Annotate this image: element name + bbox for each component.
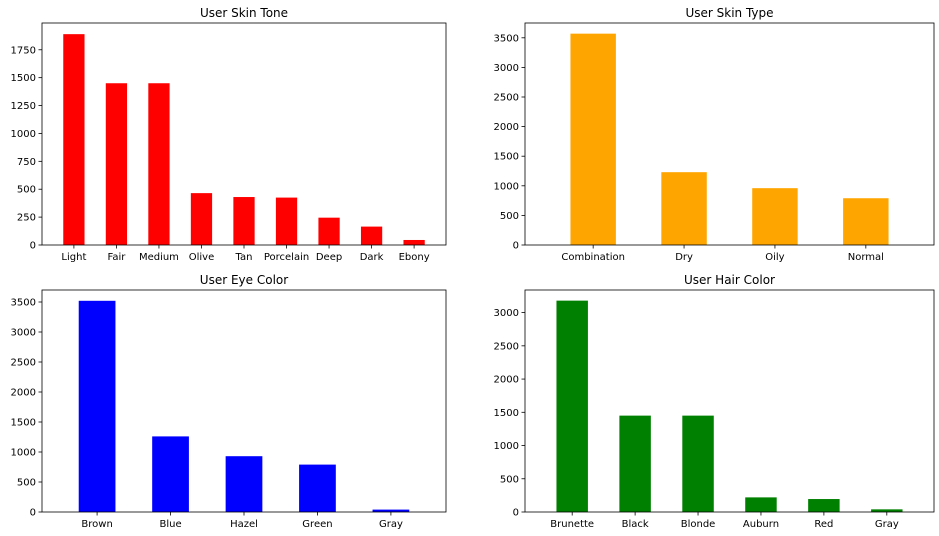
bar xyxy=(225,456,263,512)
y-tick-label: 750 xyxy=(17,157,36,168)
x-tick-label: Fair xyxy=(107,252,126,263)
chart-panel: User Hair Color Brunette Black Blonde Auburn… xyxy=(494,273,935,530)
chart-panel: User Skin Type Combination Dry Oily Normal 0 5… xyxy=(494,6,935,263)
y-tick-label: 3000 xyxy=(494,63,519,74)
x-tick-label: Oily xyxy=(765,252,784,263)
x-tick-label: Light xyxy=(61,252,86,263)
y-tick-label: 0 xyxy=(513,508,519,519)
axes-frame xyxy=(41,289,447,513)
y-tick-label: 0 xyxy=(513,241,519,252)
y-tick-label: 2500 xyxy=(11,358,36,369)
bar xyxy=(78,300,116,512)
x-tick-label: Dry xyxy=(675,252,693,263)
x-tick-label: Blue xyxy=(159,519,181,530)
bar xyxy=(745,497,777,512)
x-tick-label: Combination xyxy=(561,252,625,263)
bar xyxy=(682,415,714,512)
x-tick-label: Gray xyxy=(875,519,899,530)
y-tick-label: 250 xyxy=(17,213,36,224)
y-tick-label: 1500 xyxy=(11,418,36,429)
chart-title: User Skin Type xyxy=(685,6,773,20)
x-tick-label: Red xyxy=(814,519,833,530)
axes-frame xyxy=(524,289,935,513)
x-tick-label: Ebony xyxy=(399,252,430,263)
y-tick-label: 2500 xyxy=(494,93,519,104)
bar xyxy=(318,217,340,245)
y-tick-label: 3000 xyxy=(11,328,36,339)
bar xyxy=(808,499,840,512)
y-tick-label: 1000 xyxy=(11,129,36,140)
x-tick-label: Black xyxy=(622,519,649,530)
y-tick-label: 1500 xyxy=(494,408,519,419)
y-tick-label: 1500 xyxy=(11,73,36,84)
x-tick-label: Auburn xyxy=(743,519,779,530)
x-tick-label: Olive xyxy=(189,252,215,263)
bar xyxy=(619,415,651,512)
x-tick-label: Hazel xyxy=(230,519,258,530)
x-tick-label: Porcelain xyxy=(264,252,309,263)
x-tick-label: Brunette xyxy=(550,519,594,530)
y-tick-label: 500 xyxy=(500,474,519,485)
bar xyxy=(148,83,170,245)
bar xyxy=(152,436,189,512)
y-tick-label: 2000 xyxy=(494,375,519,386)
x-tick-label: Green xyxy=(302,519,332,530)
x-tick-label: Brown xyxy=(81,519,112,530)
x-tick-label: Medium xyxy=(139,252,179,263)
y-tick-label: 0 xyxy=(30,241,36,252)
bar xyxy=(403,239,425,245)
bar xyxy=(752,188,798,245)
y-tick-label: 3500 xyxy=(11,298,36,309)
bar xyxy=(190,193,213,245)
bar xyxy=(63,34,85,245)
x-tick-label: Dark xyxy=(360,252,384,263)
y-tick-label: 3500 xyxy=(494,33,519,44)
bar xyxy=(661,172,707,245)
y-tick-label: 0 xyxy=(30,508,36,519)
x-tick-label: Gray xyxy=(379,519,403,530)
bar xyxy=(570,33,616,245)
y-tick-label: 2500 xyxy=(494,341,519,352)
chart-title: User Skin Tone xyxy=(200,6,288,20)
bar xyxy=(360,226,383,245)
axes-frame xyxy=(524,22,935,246)
x-tick-label: Deep xyxy=(316,252,342,263)
y-tick-label: 1750 xyxy=(11,45,36,56)
y-tick-label: 1000 xyxy=(494,441,519,452)
y-tick-label: 1250 xyxy=(11,101,36,112)
y-tick-label: 500 xyxy=(17,185,36,196)
bar xyxy=(299,464,336,512)
y-tick-label: 1500 xyxy=(494,152,519,163)
bar xyxy=(556,300,588,512)
y-tick-label: 500 xyxy=(17,478,36,489)
y-tick-label: 1000 xyxy=(11,448,36,459)
y-tick-label: 500 xyxy=(500,211,519,222)
bar xyxy=(372,509,410,512)
bar xyxy=(275,197,298,245)
bar xyxy=(843,198,889,245)
x-tick-label: Blonde xyxy=(681,519,716,530)
chart-title: User Eye Color xyxy=(200,273,288,287)
bar xyxy=(105,83,128,245)
chart-panel: User Eye Color Brown Blue Hazel Green Gray 0 50… xyxy=(11,273,447,530)
bar xyxy=(233,197,255,245)
x-tick-label: Normal xyxy=(848,252,884,263)
y-tick-label: 2000 xyxy=(11,388,36,399)
bar xyxy=(871,509,903,512)
chart-title: User Hair Color xyxy=(684,273,775,287)
chart-panel: User Skin Tone Light Fair Medium Olive Tan Por… xyxy=(11,6,447,263)
y-tick-label: 2000 xyxy=(494,122,519,133)
y-tick-label: 1000 xyxy=(494,181,519,192)
axes-frame xyxy=(41,22,447,246)
y-tick-label: 3000 xyxy=(494,308,519,319)
x-tick-label: Tan xyxy=(235,252,253,263)
